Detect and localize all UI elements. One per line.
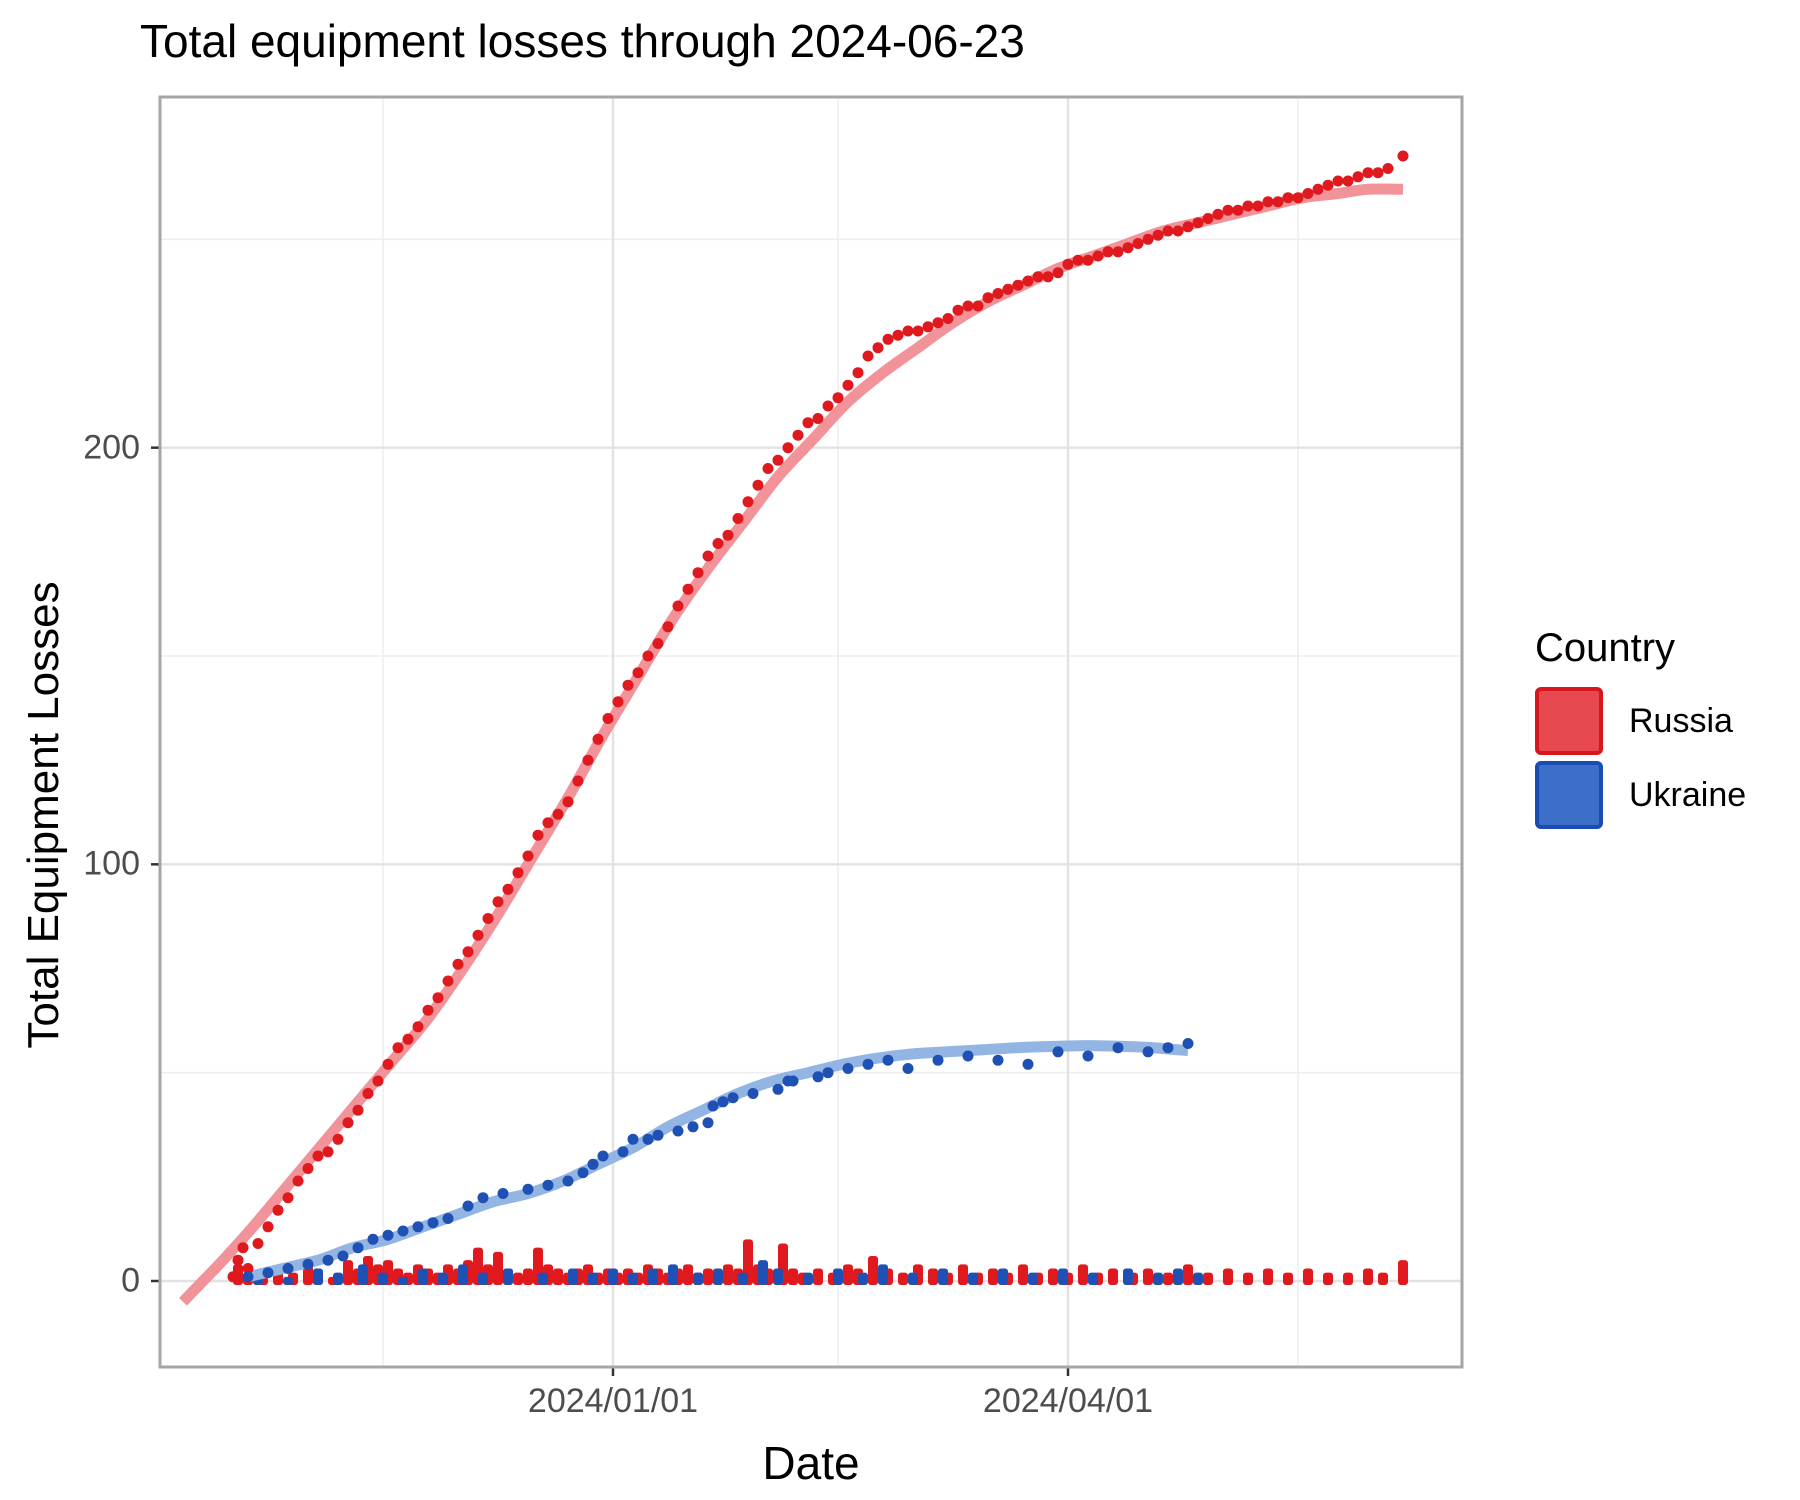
ukraine-points-group — [242, 1038, 1194, 1283]
legend-label: Russia — [1629, 701, 1733, 740]
legend-title: Country — [1535, 626, 1676, 670]
russia-points-group — [227, 150, 1409, 1283]
panel-border — [158, 95, 1464, 1369]
x-tick-label: 2024/04/01 — [982, 1382, 1154, 1420]
legend: Country Russia Ukraine — [1535, 626, 1746, 835]
ukraine-bars-group — [253, 1260, 1203, 1285]
legend-label: Ukraine — [1629, 775, 1747, 814]
gridlines-major — [160, 97, 1462, 1367]
chart-title: Total equipment losses through 2024-06-2… — [140, 15, 1025, 67]
gridlines-minor — [160, 97, 1462, 1367]
ukraine-smooth-line — [246, 1040, 1189, 1283]
legend-key-swatch — [1535, 761, 1603, 829]
y-tick-label: 200 — [83, 428, 140, 467]
x-tick-label: 2024/01/01 — [527, 1382, 699, 1420]
axis-tick-marks — [151, 446, 1070, 1376]
y-tick-label: 100 — [83, 844, 140, 883]
legend-items: Russia Ukraine — [1535, 687, 1746, 829]
legend-item-russia: Russia — [1535, 687, 1746, 755]
russia-bars-group — [233, 1239, 1408, 1285]
x-axis-title: Date — [762, 1437, 860, 1489]
y-tick-label: 0 — [121, 1261, 140, 1300]
legend-key-swatch — [1535, 687, 1603, 755]
legend-item-ukraine: Ukraine — [1535, 761, 1746, 829]
russia-smooth-line — [179, 183, 1404, 1306]
